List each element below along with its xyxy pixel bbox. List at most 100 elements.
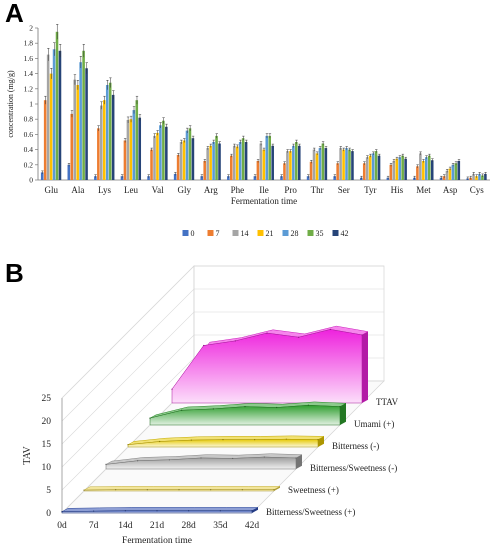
bar-pro-day-42 [297,145,301,180]
bar-ser-day-42 [351,151,354,180]
area-side-face [340,403,346,425]
bar-met-day-7 [416,166,419,180]
bar-lys-day-7 [97,128,100,180]
bar-ala-day-0 [67,164,71,180]
x-tick-label-phe: Phe [231,185,245,195]
bar-his-day-21 [395,158,399,180]
y-tick-label: 0.6 [24,130,34,139]
x-axis-title: Fermentation time [122,536,192,546]
x-tick-label-21d: 21d [150,521,165,531]
bar-gly-day-42 [191,138,195,180]
bar-asp-day-28 [451,164,455,180]
x-tick-label-28d: 28d [182,521,197,531]
area-side-face [296,454,302,469]
bar-gly-day-28 [185,130,189,180]
legend-item-day-0: 0 [182,229,195,238]
bar-arg-day-28 [212,142,215,180]
bar-ala-day-35 [82,50,85,180]
point-bitterness-42d [317,439,319,441]
bar-ala-day-28 [79,62,82,181]
x-tick-label-glu: Glu [45,185,59,195]
bar-chart-amino-acids: 0 0.2 0.4 0.6 0.8 1 1.2 1.4 1.6 1.8 2 Glu Ala Lys Leu V… [6,24,490,238]
series-sweetness: Sweetness (+) [83,485,339,495]
y-tick-label: 15 [42,440,52,450]
point-bitterness-sweetness-35d [263,456,265,458]
x-tick-label-lys: Lys [98,185,112,195]
legend-item-day-35: 35 [307,229,324,238]
y-tick-label: 0 [29,176,33,185]
y-tick-label: 10 [42,463,52,473]
bar-lys-day-21 [102,100,106,180]
y-axis-title: TAV [22,445,33,464]
series-bitterness-sweetness: Bitterness/Sweetness (-) [105,453,397,473]
bar-leu-day-0 [120,176,124,180]
bar-glu-day-0 [40,172,44,180]
bar-tyr-day-21 [368,155,372,180]
bar-cys-day-28 [478,173,481,180]
bar-cys-day-42 [484,173,487,180]
bar-phe-day-35 [241,138,245,180]
point-sweetness-21d [178,489,180,491]
bar-leu-day-42 [138,117,142,180]
point-umami-35d [307,404,309,406]
bar-val-day-35 [162,120,165,180]
point-bitterness-sweetness-35d [219,510,221,512]
x-tick-label-cys: Cys [470,185,485,195]
bar-met-day-21 [422,161,425,180]
bar-arg-day-7 [203,161,206,180]
bar-ser-day-0 [333,176,336,180]
bar-cys-day-14 [472,173,475,180]
bar-ser-day-35 [348,149,351,180]
bar-ile-day-7 [256,161,260,180]
series-label-bitterness-sweetness: Bitterness/Sweetness (+) [266,507,355,517]
point-bitterness-0d [127,444,129,446]
series-label-umami: Umami (+) [354,419,394,429]
bar-pro-day-14 [286,151,289,180]
x-tick-label-35d: 35d [213,521,228,531]
legend-label: 0 [191,229,195,238]
y-tick-label: 25 [42,394,52,404]
legend-swatch [332,230,339,236]
legend-swatch [282,230,289,236]
legend-item-day-14: 14 [232,229,249,238]
point-ttav-14d [234,340,236,342]
x-tick-label-met: Met [416,185,431,195]
area-side-face [362,331,368,403]
area-front-face [127,438,319,448]
bar-leu-day-21 [129,119,133,180]
point-sweetness-35d [241,489,243,491]
bar-glu-day-7 [43,100,47,180]
bar-thr-day-35 [321,143,325,180]
y-tick-label: 5 [46,486,51,496]
bar-gly-day-21 [182,140,186,180]
bar-ile-day-14 [259,143,263,180]
bar-pro-day-0 [280,176,283,180]
y-tick-label: 0 [46,509,51,519]
panel-b-letter: B [5,258,24,288]
bar-lys-day-14 [100,105,103,180]
x-tick-label-thr: Thr [311,185,324,195]
point-bitterness-sweetness-7d [137,460,139,462]
x-tick-label-his: His [391,185,404,195]
area-front-face [61,510,253,514]
bar-arg-day-21 [209,145,212,180]
bar-ser-day-14 [339,148,342,180]
bar-thr-day-14 [312,149,316,180]
bar-pro-day-28 [292,145,295,180]
point-bitterness-sweetness-21d [156,510,158,512]
bar-ile-day-42 [271,145,274,180]
series-label-bitterness: Bitterness (-) [332,441,379,451]
bar-leu-day-28 [132,110,136,180]
bar-thr-day-42 [324,148,328,180]
bar-gly-day-14 [179,142,183,180]
x-tick-label-42d: 42d [245,521,260,531]
bar-leu-day-35 [135,100,139,180]
bar-gly-day-35 [188,128,192,180]
x-tick-label-pro: Pro [284,185,297,195]
bar-ile-day-28 [265,135,269,180]
bar-met-day-35 [427,155,431,180]
bar-cys-day-35 [481,175,484,180]
bar-val-day-7 [150,149,153,180]
series-label-sweetness: Sweetness (+) [288,485,339,495]
x-tick-label-ile: Ile [259,185,269,195]
